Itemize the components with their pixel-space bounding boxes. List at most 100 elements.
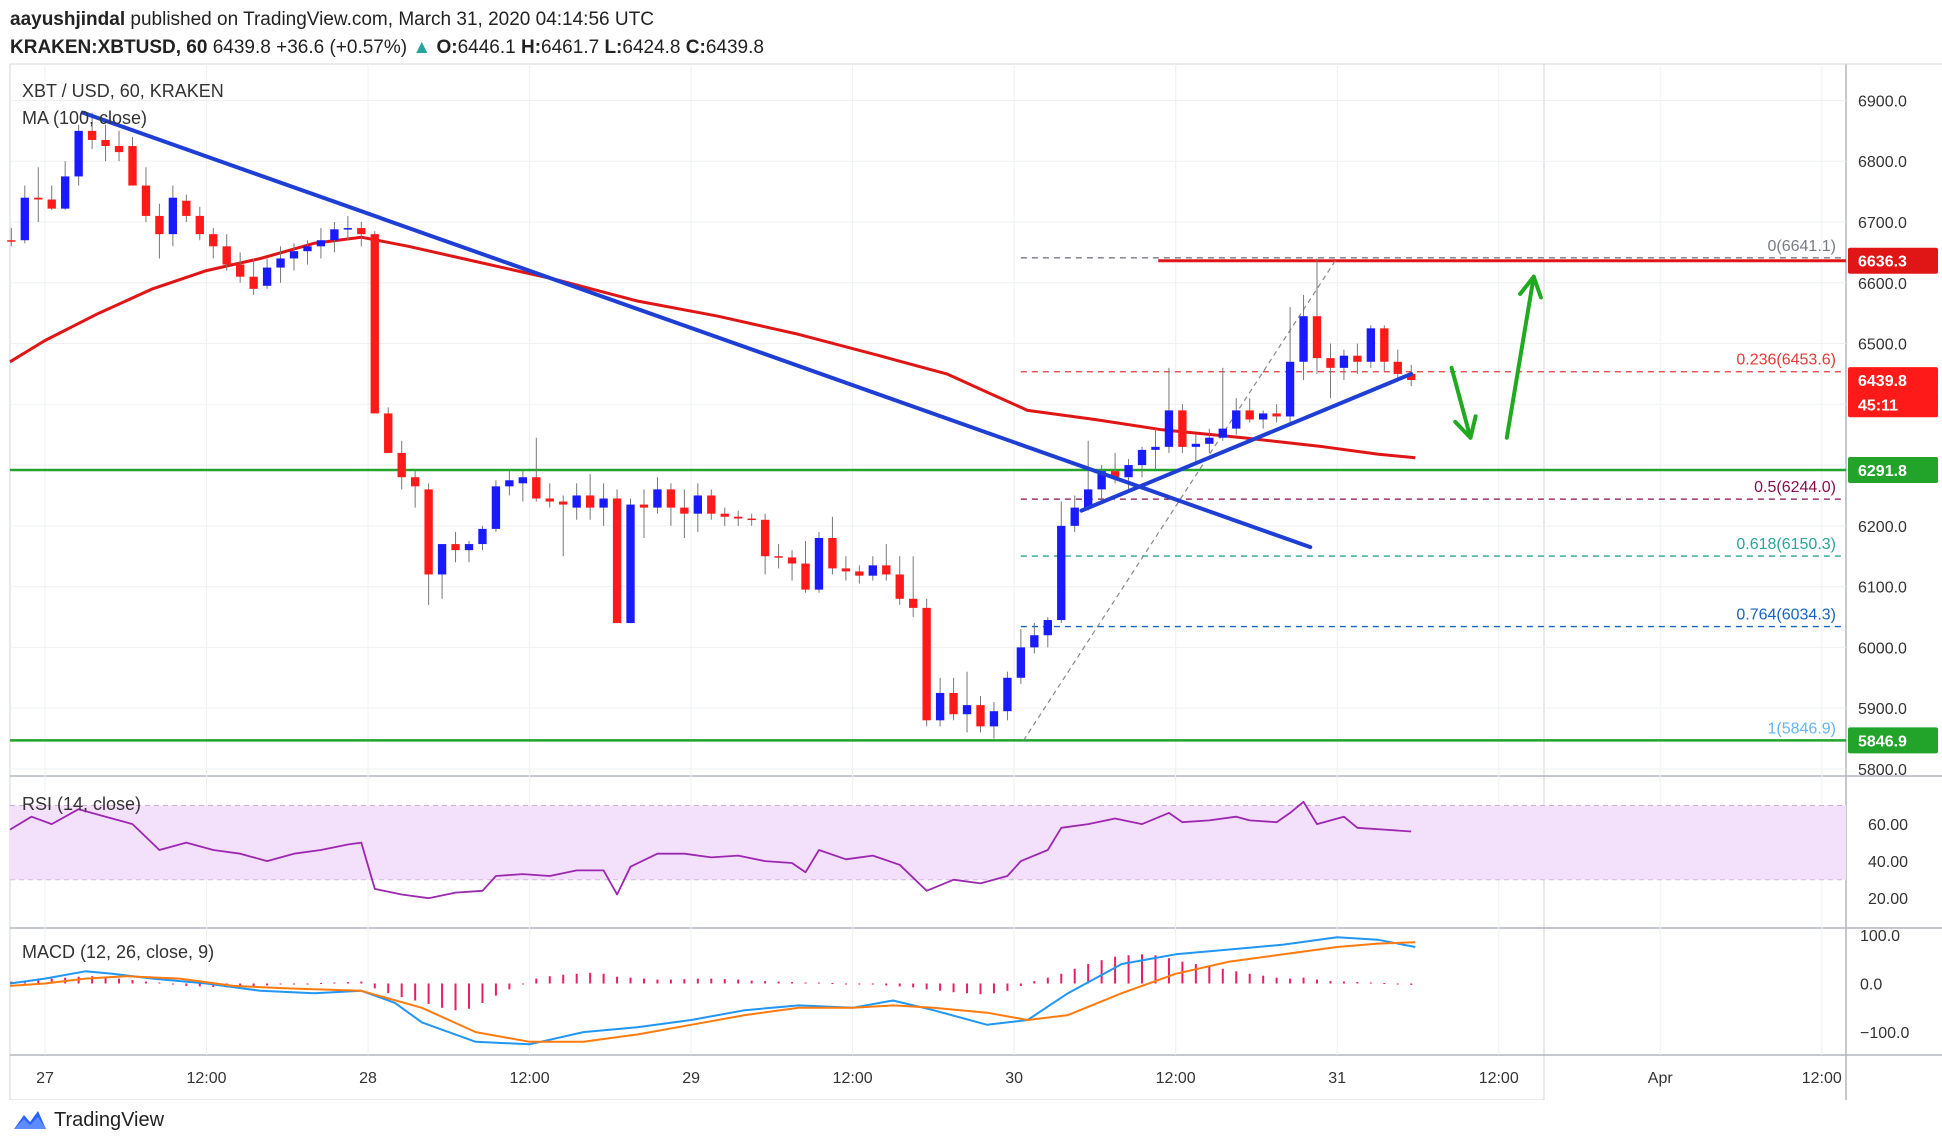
candle-body[interactable] (20, 197, 29, 241)
candle-body[interactable] (505, 480, 514, 487)
candle[interactable] (1030, 623, 1039, 654)
candle[interactable] (424, 483, 433, 605)
candle[interactable] (747, 513, 756, 526)
candle-body[interactable] (1245, 410, 1254, 420)
chart-canvas[interactable]: 0(6641.1) 0.236(6453.6) 0.5(6244.0) 0.618(6… (0, 0, 1942, 1100)
candle-body[interactable] (1178, 410, 1187, 447)
candle[interactable] (1151, 428, 1160, 472)
author-name[interactable]: aayushjindal (10, 9, 126, 30)
time-axis[interactable]: 27 12:00 28 12:00 29 12:00 30 12:00 31 12:00 Apr 12… (36, 1070, 1842, 1087)
candle[interactable] (559, 495, 568, 557)
candle-body[interactable] (909, 598, 918, 608)
candle[interactable] (1164, 367, 1174, 453)
candle[interactable] (1057, 501, 1066, 624)
candle[interactable] (1312, 258, 1322, 374)
candle-body[interactable] (182, 200, 191, 216)
candle-body[interactable] (1110, 471, 1120, 478)
candle[interactable] (478, 525, 487, 551)
candle[interactable] (1178, 404, 1187, 453)
candle-body[interactable] (1043, 620, 1052, 636)
candle[interactable] (1232, 398, 1241, 435)
candle[interactable] (128, 136, 137, 186)
candle-body[interactable] (1084, 489, 1093, 508)
candle-body[interactable] (330, 229, 339, 241)
candle[interactable] (935, 677, 945, 727)
candle[interactable] (1353, 343, 1362, 374)
candle[interactable] (585, 474, 595, 520)
candle-body[interactable] (316, 240, 326, 247)
candle[interactable] (330, 222, 339, 253)
candle-body[interactable] (1003, 677, 1012, 712)
candle-body[interactable] (397, 452, 406, 478)
candle[interactable] (1070, 495, 1079, 532)
candle-body[interactable] (262, 267, 272, 286)
candle[interactable] (276, 246, 285, 283)
candle-body[interactable] (1312, 316, 1322, 359)
candle-body[interactable] (1218, 428, 1227, 438)
candle[interactable] (1393, 349, 1402, 380)
candle[interactable] (801, 541, 810, 593)
candle[interactable] (222, 234, 231, 271)
candle[interactable] (114, 130, 124, 162)
candle[interactable] (491, 480, 501, 532)
candle[interactable] (1326, 343, 1335, 399)
candle[interactable] (343, 215, 353, 241)
candle[interactable] (249, 258, 258, 295)
macd-pane[interactable] (9, 936, 1416, 1046)
candle[interactable] (451, 531, 460, 563)
candle-body[interactable] (585, 495, 595, 508)
candle-body[interactable] (34, 197, 43, 200)
candle-body[interactable] (895, 574, 904, 599)
candle[interactable] (1205, 428, 1214, 453)
candle-body[interactable] (612, 498, 622, 624)
candle-body[interactable] (962, 705, 972, 715)
candle-body[interactable] (989, 711, 999, 727)
candle[interactable] (680, 489, 689, 538)
candle-body[interactable] (532, 477, 541, 499)
candle-body[interactable] (1285, 361, 1295, 417)
candle[interactable] (1299, 294, 1308, 380)
candle-body[interactable] (976, 705, 985, 727)
candle-body[interactable] (1232, 410, 1241, 429)
candle-body[interactable] (155, 215, 164, 235)
candle[interactable] (814, 531, 824, 593)
candle[interactable] (868, 556, 877, 581)
arrow-shaft[interactable] (1449, 365, 1473, 440)
candle[interactable] (34, 167, 43, 222)
candle-body[interactable] (1366, 328, 1376, 362)
candle[interactable] (787, 550, 797, 581)
candle[interactable] (1137, 446, 1147, 478)
candle-body[interactable] (209, 234, 218, 247)
candle-body[interactable] (464, 544, 474, 551)
candle[interactable] (505, 471, 514, 496)
candle[interactable] (74, 124, 83, 186)
candle[interactable] (1245, 398, 1254, 423)
candle-body[interactable] (814, 538, 824, 590)
candle-body[interactable] (1299, 316, 1308, 362)
candle[interactable] (1084, 440, 1093, 511)
candle-body[interactable] (1164, 410, 1174, 447)
candle-body[interactable] (1191, 443, 1201, 447)
candle[interactable] (209, 228, 218, 259)
candle[interactable] (1258, 410, 1268, 429)
candle-body[interactable] (828, 538, 837, 569)
candle-body[interactable] (410, 477, 420, 487)
candle-body[interactable] (599, 498, 608, 508)
candle-body[interactable] (478, 528, 487, 545)
candle-body[interactable] (774, 556, 783, 558)
candle[interactable] (141, 167, 151, 222)
candle-body[interactable] (1205, 437, 1214, 444)
price-pane[interactable]: 0(6641.1) 0.236(6453.6) 0.5(6244.0) 0.618(6… (7, 110, 1846, 742)
candle[interactable] (734, 510, 743, 526)
candle-body[interactable] (303, 246, 312, 252)
candle-body[interactable] (1407, 373, 1416, 380)
candle[interactable] (841, 556, 851, 581)
candle-body[interactable] (236, 264, 245, 277)
tradingview-logo-icon[interactable] (12, 1109, 48, 1131)
candle[interactable] (7, 228, 16, 247)
candle[interactable] (760, 513, 770, 575)
candle-body[interactable] (1326, 358, 1335, 368)
candle[interactable] (639, 489, 649, 538)
candle-body[interactable] (720, 513, 729, 517)
rsi-pane[interactable] (9, 800, 1412, 900)
